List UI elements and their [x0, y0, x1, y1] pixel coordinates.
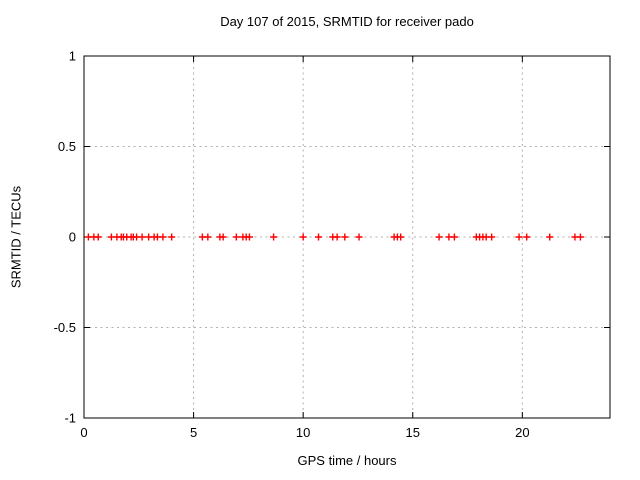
data-point-marker	[245, 233, 253, 241]
x-tick-label: 20	[515, 425, 529, 440]
data-point-marker	[450, 233, 458, 241]
data-point-marker	[341, 233, 349, 241]
chart-title: Day 107 of 2015, SRMTID for receiver pad…	[220, 14, 474, 29]
data-point-marker	[546, 233, 554, 241]
x-tick-label: 15	[406, 425, 420, 440]
data-point-marker	[299, 233, 307, 241]
data-point-marker	[138, 233, 146, 241]
data-point-marker	[523, 233, 531, 241]
data-point-marker	[355, 233, 363, 241]
data-point-marker	[232, 233, 240, 241]
y-tick-label: 0	[69, 230, 76, 245]
y-tick-label: 1	[69, 49, 76, 64]
y-tick-label: -0.5	[54, 320, 76, 335]
x-tick-label: 0	[80, 425, 87, 440]
data-point-marker	[435, 233, 443, 241]
data-point-marker	[94, 233, 102, 241]
data-point-marker	[488, 233, 496, 241]
x-axis-label: GPS time / hours	[297, 453, 397, 468]
x-tick-label: 5	[190, 425, 197, 440]
data-point-marker	[315, 233, 323, 241]
data-point-marker	[219, 233, 227, 241]
data-point-marker	[333, 233, 341, 241]
data-point-marker	[270, 233, 278, 241]
data-point-marker	[576, 233, 584, 241]
data-point-marker	[168, 233, 176, 241]
x-tick-label: 10	[296, 425, 310, 440]
data-point-marker	[397, 233, 405, 241]
data-point-marker	[515, 233, 523, 241]
data-point-marker	[159, 233, 167, 241]
data-point-marker	[204, 233, 212, 241]
y-tick-label: -1	[64, 411, 76, 426]
y-tick-label: 0.5	[58, 139, 76, 154]
